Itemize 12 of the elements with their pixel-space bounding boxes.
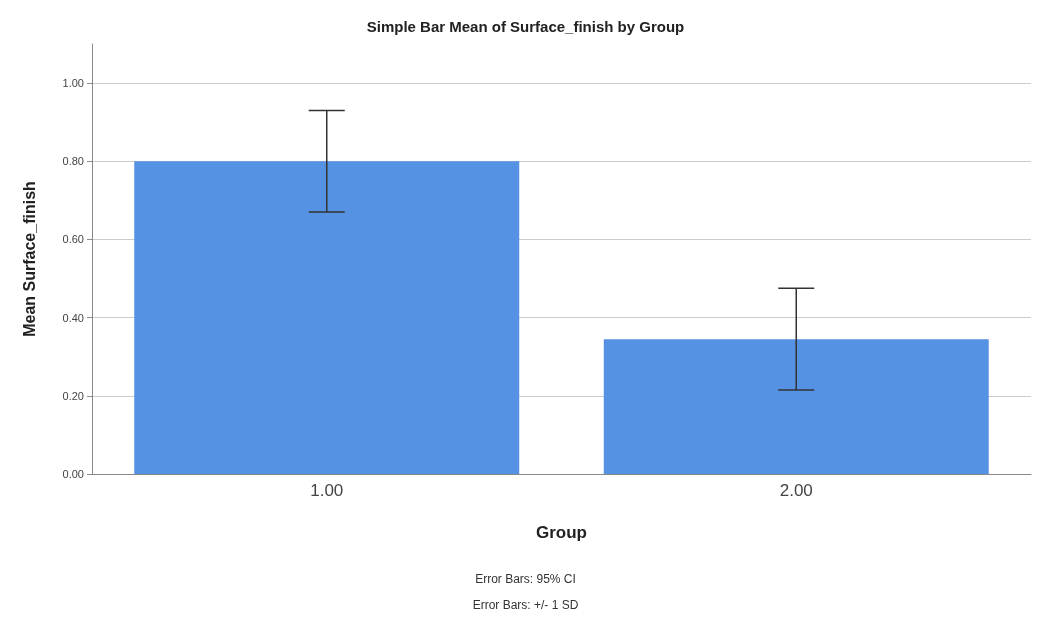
text: Error Bars: +/- 1 SD xyxy=(472,598,579,612)
y-axis-title: Mean Surface_finish xyxy=(20,181,38,337)
text: Error Bars: 95% CI xyxy=(475,572,576,586)
x-axis-title: Group xyxy=(536,523,587,542)
y-tick-label: 1.00 xyxy=(62,77,84,90)
y-tick-label: 0.20 xyxy=(62,389,84,402)
y-tick-label: 0.60 xyxy=(62,233,84,246)
y-tick-label: 0.80 xyxy=(62,155,84,168)
chart-title: Simple Bar Mean of Surface_finish by Group xyxy=(366,18,685,35)
y-tick-label: 0.00 xyxy=(62,468,84,480)
x-tick-label: 2.00 xyxy=(779,481,813,500)
y-tick-label: 0.40 xyxy=(62,311,84,324)
